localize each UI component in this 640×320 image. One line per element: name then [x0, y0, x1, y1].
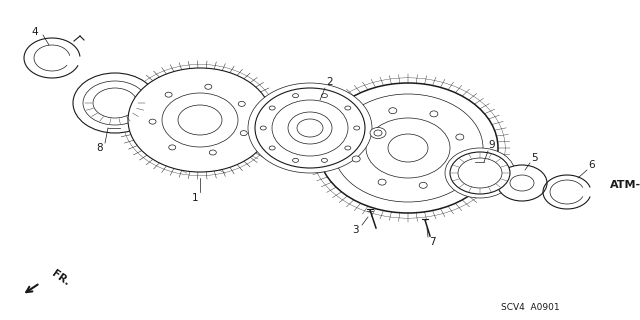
Ellipse shape [321, 94, 328, 98]
Ellipse shape [260, 126, 266, 130]
Ellipse shape [451, 164, 460, 170]
Text: SCV4  A0901: SCV4 A0901 [500, 303, 559, 313]
Ellipse shape [292, 158, 298, 162]
Ellipse shape [165, 92, 172, 97]
Ellipse shape [388, 134, 428, 162]
Ellipse shape [255, 88, 365, 168]
Ellipse shape [388, 108, 397, 114]
Ellipse shape [345, 106, 351, 110]
Text: 6: 6 [589, 160, 595, 170]
Ellipse shape [162, 93, 238, 147]
Text: 8: 8 [97, 143, 103, 153]
Text: 1: 1 [192, 193, 198, 203]
Ellipse shape [352, 156, 360, 162]
Ellipse shape [272, 100, 348, 156]
Text: 3: 3 [352, 225, 358, 235]
Ellipse shape [248, 83, 372, 173]
Ellipse shape [209, 150, 216, 155]
Text: 5: 5 [532, 153, 538, 163]
Ellipse shape [430, 111, 438, 117]
Text: FR.: FR. [50, 268, 72, 288]
Ellipse shape [497, 165, 547, 201]
Ellipse shape [205, 84, 212, 89]
Ellipse shape [366, 118, 450, 178]
Ellipse shape [321, 158, 328, 162]
Ellipse shape [83, 81, 147, 125]
Ellipse shape [240, 131, 247, 136]
Ellipse shape [269, 106, 275, 110]
Ellipse shape [445, 148, 515, 198]
Text: 2: 2 [326, 77, 333, 87]
Ellipse shape [345, 146, 351, 150]
Ellipse shape [510, 175, 534, 191]
Ellipse shape [292, 94, 298, 98]
Ellipse shape [450, 152, 510, 194]
Ellipse shape [178, 105, 222, 135]
Ellipse shape [288, 112, 332, 144]
Ellipse shape [297, 119, 323, 137]
Ellipse shape [354, 126, 360, 130]
Ellipse shape [456, 134, 464, 140]
Text: 9: 9 [489, 140, 495, 150]
Ellipse shape [370, 127, 386, 139]
Ellipse shape [419, 182, 428, 188]
Ellipse shape [149, 119, 156, 124]
Ellipse shape [238, 101, 245, 106]
Ellipse shape [73, 73, 157, 133]
Text: ATM-2: ATM-2 [610, 180, 640, 190]
Ellipse shape [128, 68, 272, 172]
Ellipse shape [93, 88, 137, 118]
Ellipse shape [333, 94, 483, 202]
Ellipse shape [378, 179, 386, 185]
Text: 7: 7 [429, 237, 435, 247]
Text: 4: 4 [32, 27, 38, 37]
Ellipse shape [458, 158, 502, 188]
Ellipse shape [374, 130, 382, 136]
Ellipse shape [318, 83, 498, 213]
Ellipse shape [169, 145, 176, 150]
Ellipse shape [356, 126, 365, 132]
Ellipse shape [269, 146, 275, 150]
